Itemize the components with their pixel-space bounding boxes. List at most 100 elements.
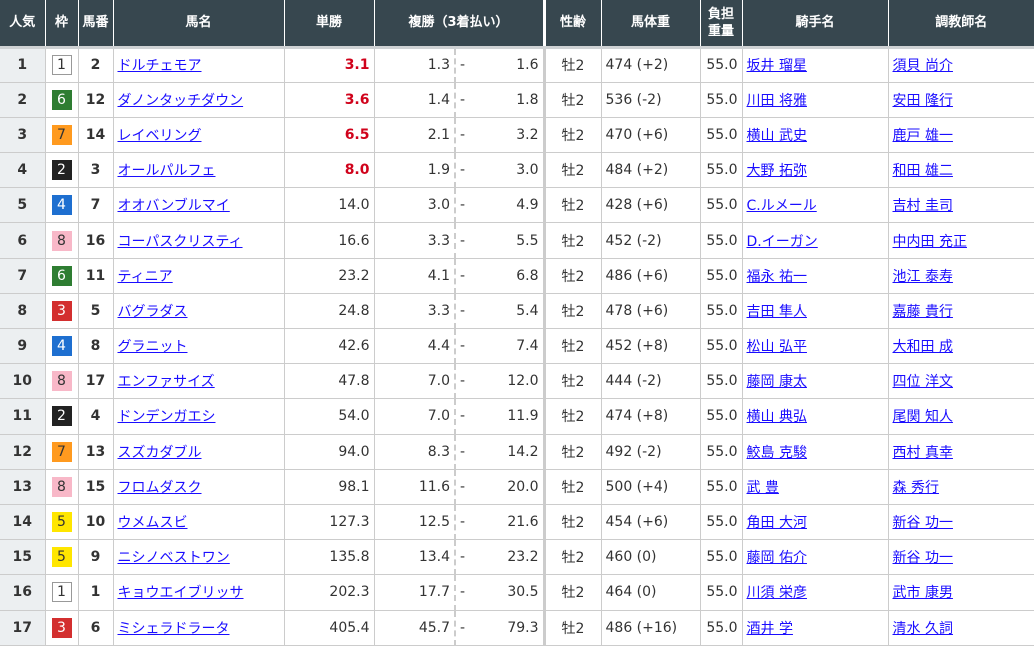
jockey-link[interactable]: 松山 弘平 bbox=[746, 339, 807, 356]
jockey-link[interactable]: 藤岡 佑介 bbox=[746, 550, 807, 567]
place-separator: - bbox=[455, 469, 466, 505]
sex-age: 牡2 bbox=[544, 293, 602, 330]
jockey-link[interactable]: 鮫島 克駿 bbox=[746, 444, 807, 461]
horse-name-cell: オオバンブルマイ bbox=[113, 187, 285, 224]
place-odds-min: 7.0 bbox=[374, 398, 456, 435]
place-odds-min: 2.1 bbox=[374, 117, 456, 154]
horse-name-link[interactable]: ミシェラドラータ bbox=[117, 620, 230, 637]
jockey-link[interactable]: 角田 大河 bbox=[746, 515, 807, 532]
jockey-link[interactable]: 坂井 瑠星 bbox=[746, 58, 807, 75]
horse-number: 2 bbox=[78, 47, 114, 83]
header-burden-1: 負担 bbox=[707, 6, 734, 22]
burden-weight: 55.0 bbox=[700, 398, 743, 435]
win-odds: 127.3 bbox=[284, 504, 375, 541]
trainer-link[interactable]: 和田 雄二 bbox=[892, 163, 953, 180]
sex-age: 牡2 bbox=[544, 398, 602, 435]
header-weight[interactable]: 馬体重 bbox=[601, 0, 701, 49]
jockey-link[interactable]: 酒井 学 bbox=[746, 620, 793, 637]
waku-badge: 8 bbox=[51, 476, 72, 497]
trainer-link[interactable]: 中内田 充正 bbox=[892, 233, 967, 250]
trainer-link[interactable]: 安田 隆行 bbox=[892, 92, 953, 109]
horse-weight: 492 (-2) bbox=[601, 434, 701, 470]
place-odds-min: 3.3 bbox=[374, 222, 456, 259]
jockey-link[interactable]: 藤岡 康太 bbox=[746, 374, 807, 391]
jockey-link[interactable]: 横山 武史 bbox=[746, 127, 807, 144]
header-rank[interactable]: 人気 bbox=[0, 0, 46, 49]
horse-name-cell: エンファサイズ bbox=[113, 363, 285, 400]
trainer-link[interactable]: 池江 泰寿 bbox=[892, 268, 953, 285]
horse-name-link[interactable]: レイベリング bbox=[117, 127, 202, 144]
horse-name-link[interactable]: ドンデンガエシ bbox=[117, 409, 216, 426]
table-row: 17 3 6 ミシェラドラータ 405.4 45.7-79.3 牡2 486 (+16) 55.… bbox=[0, 610, 1034, 646]
horse-name-cell: グラニット bbox=[113, 328, 285, 365]
jockey-link[interactable]: 武 豊 bbox=[746, 479, 779, 496]
horse-name-link[interactable]: グラニット bbox=[117, 339, 188, 356]
rank-cell: 10 bbox=[0, 363, 46, 400]
horse-name-link[interactable]: エンファサイズ bbox=[117, 374, 215, 391]
header-num[interactable]: 馬番 bbox=[78, 0, 114, 49]
rank-cell: 15 bbox=[0, 539, 46, 576]
waku-badge: 7 bbox=[51, 441, 72, 462]
jockey-link[interactable]: D.イーガン bbox=[746, 233, 818, 250]
burden-weight: 55.0 bbox=[700, 82, 743, 118]
trainer-link[interactable]: 四位 洋文 bbox=[892, 374, 953, 391]
trainer-link[interactable]: 武市 康男 bbox=[892, 585, 953, 602]
place-separator: - bbox=[455, 328, 466, 365]
horse-name-link[interactable]: コーパスクリスティ bbox=[117, 233, 243, 250]
place-separator: - bbox=[455, 47, 466, 83]
header-place[interactable]: 複勝（3着払い） bbox=[374, 0, 546, 49]
horse-name-link[interactable]: ニシノベストワン bbox=[117, 550, 230, 567]
horse-name-cell: コーパスクリスティ bbox=[113, 222, 285, 259]
horse-name-link[interactable]: オールパルフェ bbox=[117, 163, 216, 180]
trainer-link[interactable]: 嘉藤 貴行 bbox=[892, 303, 953, 320]
place-odds-max: 79.3 bbox=[466, 610, 546, 646]
horse-name-link[interactable]: ウメムスビ bbox=[117, 515, 188, 532]
table-row: 7 6 11 ティニア 23.2 4.1-6.8 牡2 486 (+6) 55.0 福永 祐一 池江… bbox=[0, 258, 1034, 294]
horse-name-link[interactable]: ティニア bbox=[117, 268, 173, 285]
trainer-link[interactable]: 吉村 圭司 bbox=[892, 198, 953, 215]
horse-name-link[interactable]: ドルチェモア bbox=[117, 58, 202, 75]
place-odds-min: 7.0 bbox=[374, 363, 456, 400]
header-waku[interactable]: 枠 bbox=[45, 0, 79, 49]
jockey-link[interactable]: 福永 祐一 bbox=[746, 268, 807, 285]
trainer-link[interactable]: 清水 久詞 bbox=[892, 620, 953, 637]
trainer-link[interactable]: 大和田 成 bbox=[892, 339, 953, 356]
trainer-link[interactable]: 森 秀行 bbox=[892, 479, 939, 496]
trainer-link[interactable]: 新谷 功一 bbox=[892, 550, 953, 567]
horse-name-link[interactable]: キョウエイブリッサ bbox=[117, 585, 244, 602]
jockey-link[interactable]: 大野 拓弥 bbox=[746, 163, 807, 180]
horse-weight: 464 (0) bbox=[601, 574, 701, 611]
win-odds: 3.1 bbox=[284, 47, 375, 83]
horse-weight: 486 (+6) bbox=[601, 258, 701, 294]
horse-name-link[interactable]: ダノンタッチダウン bbox=[117, 92, 244, 109]
waku-cell: 7 bbox=[45, 117, 79, 154]
horse-name-link[interactable]: フロムダスク bbox=[117, 479, 202, 496]
jockey-link[interactable]: C.ルメール bbox=[746, 198, 817, 215]
trainer-link[interactable]: 鹿戸 雄一 bbox=[892, 127, 953, 144]
jockey-link[interactable]: 横山 典弘 bbox=[746, 409, 807, 426]
waku-cell: 3 bbox=[45, 610, 79, 646]
jockey-cell: 川田 将雅 bbox=[742, 82, 889, 118]
horse-number: 15 bbox=[78, 469, 114, 505]
header-name[interactable]: 馬名 bbox=[113, 0, 285, 49]
jockey-link[interactable]: 川須 栄彦 bbox=[746, 585, 807, 602]
trainer-link[interactable]: 須貝 尚介 bbox=[892, 58, 953, 75]
win-odds: 24.8 bbox=[284, 293, 375, 330]
waku-cell: 2 bbox=[45, 398, 79, 435]
horse-weight: 474 (+8) bbox=[601, 398, 701, 435]
horse-name-link[interactable]: スズカダブル bbox=[117, 444, 202, 461]
jockey-link[interactable]: 川田 将雅 bbox=[746, 92, 807, 109]
header-win[interactable]: 単勝 bbox=[284, 0, 375, 49]
trainer-link[interactable]: 西村 真幸 bbox=[892, 444, 953, 461]
burden-weight: 55.0 bbox=[700, 434, 743, 470]
jockey-link[interactable]: 吉田 隼人 bbox=[746, 303, 807, 320]
horse-number: 13 bbox=[78, 434, 114, 470]
trainer-link[interactable]: 新谷 功一 bbox=[892, 515, 953, 532]
horse-name-link[interactable]: バグラダス bbox=[117, 303, 188, 320]
horse-number: 12 bbox=[78, 82, 114, 118]
horse-name-link[interactable]: オオバンブルマイ bbox=[117, 198, 230, 215]
jockey-cell: 大野 拓弥 bbox=[742, 152, 889, 189]
trainer-link[interactable]: 尾関 知人 bbox=[892, 409, 953, 426]
place-separator: - bbox=[455, 363, 466, 400]
rank-cell: 14 bbox=[0, 504, 46, 541]
